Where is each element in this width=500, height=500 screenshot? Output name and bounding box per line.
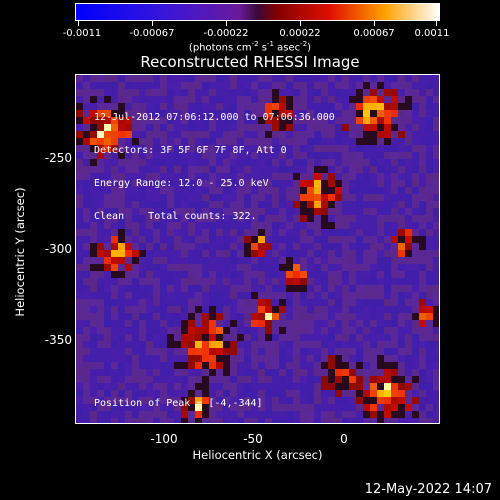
y-tick-label: -350 — [44, 333, 72, 347]
info-line-counts: Clean Total counts: 322. — [94, 211, 257, 222]
colorbar-tick-label: -0.00022 — [203, 28, 249, 39]
y-tick-label: -300 — [44, 242, 72, 256]
colorbar-units: (photons cm-2 s-1 asec-2) — [188, 40, 312, 54]
x-tick-label: -100 — [150, 432, 178, 446]
y-axis-label: Heliocentric Y (arcsec) — [13, 187, 27, 317]
info-line-time: 12-Jul-2012 07:06:12.000 to 07:06:36.000 — [94, 112, 335, 123]
colorbar-gradient — [76, 4, 439, 20]
colorbar-tick — [374, 21, 375, 26]
x-tick-label: -50 — [243, 432, 263, 446]
rhessi-image: 12-Jul-2012 07:06:12.000 to 07:06:36.000… — [75, 74, 440, 424]
colorbar-tick — [300, 21, 301, 26]
x-axis-label: Heliocentric X (arcsec) — [192, 448, 323, 462]
y-tick-label: -250 — [44, 151, 72, 165]
image-title: Reconstructed RHESSI Image — [140, 53, 360, 71]
peak-position: Position of Peak = [-4,-344] — [94, 398, 263, 409]
colorbar-tick-label: 0.0011 — [414, 28, 450, 39]
colorbar-tick-label: -0.00067 — [129, 28, 175, 39]
info-line-detectors: Detectors: 3F 5F 6F 7F 8F, Att 0 — [94, 145, 287, 156]
info-line-energy: Energy Range: 12.0 - 25.0 keV — [94, 178, 269, 189]
colorbar-tick — [226, 21, 227, 26]
colorbar — [75, 3, 440, 21]
colorbar-tick-label: 0.00022 — [279, 28, 321, 39]
observation-info: 12-Jul-2012 07:06:12.000 to 07:06:36.000… — [94, 90, 335, 244]
x-tick-label: 0 — [340, 432, 348, 446]
colorbar-tick-label: 0.00067 — [353, 28, 395, 39]
colorbar-tick-label: -0.0011 — [62, 28, 102, 39]
colorbar-tick — [78, 21, 79, 26]
reconstructed-image-heatmap — [76, 75, 439, 423]
colorbar-tick — [436, 21, 437, 26]
footer-timestamp: 12-May-2022 14:07 — [364, 482, 492, 497]
colorbar-tick — [152, 21, 153, 26]
